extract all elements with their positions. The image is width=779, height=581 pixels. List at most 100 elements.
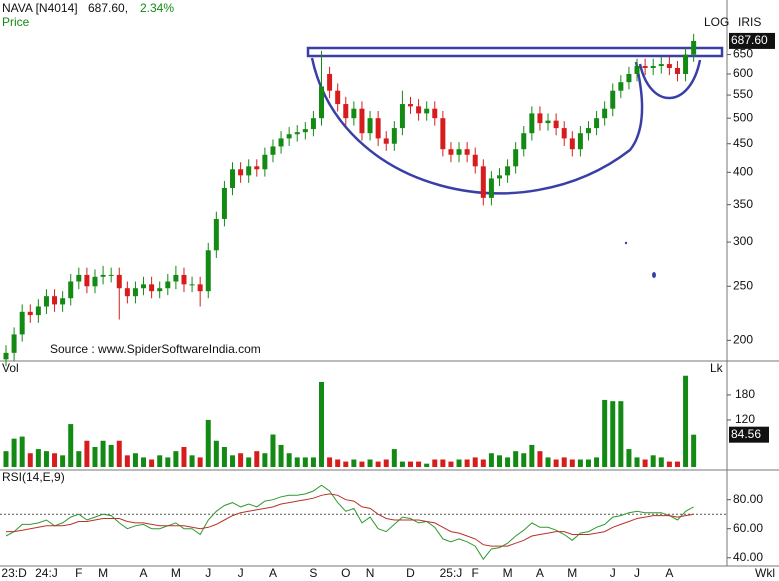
cup-arc xyxy=(310,57,644,195)
volume-bar xyxy=(108,444,114,467)
x-tick-label: J xyxy=(634,566,640,580)
candle-body xyxy=(132,288,138,297)
candle-body xyxy=(343,104,349,119)
rsi-label: RSI(14,E,9) xyxy=(2,470,65,484)
volume-bar xyxy=(674,461,680,467)
volume-bar xyxy=(375,461,381,467)
candle-body xyxy=(424,108,430,114)
x-tick-label: S xyxy=(309,566,317,580)
volume-bar xyxy=(278,444,284,467)
candle-body xyxy=(545,120,551,124)
volume-bar xyxy=(11,438,17,467)
y-tick-label: 300 xyxy=(733,234,753,248)
candle-body xyxy=(416,106,422,114)
volume-bar xyxy=(440,459,446,467)
candle-body xyxy=(577,133,583,150)
volume-bar xyxy=(141,457,147,467)
volume-bar xyxy=(35,449,41,467)
volume-bar xyxy=(327,457,333,467)
volume-bar xyxy=(594,457,600,467)
candle-body xyxy=(116,274,122,289)
candle-body xyxy=(27,311,33,316)
candle-body xyxy=(480,166,486,198)
x-tick-label: A xyxy=(665,566,673,580)
volume-bar xyxy=(683,375,689,467)
volume-bar xyxy=(132,453,138,467)
candle-body xyxy=(561,128,567,139)
volume-bar xyxy=(480,459,486,467)
candle-body xyxy=(594,118,600,129)
x-tick-label: J xyxy=(205,566,211,580)
candle-body xyxy=(43,296,49,307)
x-tick-label: M xyxy=(567,566,577,580)
candle-body xyxy=(496,175,502,179)
candle-body xyxy=(626,73,632,83)
candle-body xyxy=(294,132,300,135)
candle-body xyxy=(270,146,276,155)
volume-bar xyxy=(529,444,535,467)
candle-body xyxy=(666,64,672,68)
candle-body xyxy=(602,108,608,119)
candle-body xyxy=(658,64,664,67)
y-tick-label: 350 xyxy=(733,197,753,211)
candle-body xyxy=(310,118,316,130)
x-tick-label: J xyxy=(610,566,616,580)
candle-body xyxy=(173,274,179,282)
volume-bar xyxy=(561,457,567,467)
candle-body xyxy=(92,276,98,287)
candle-body xyxy=(383,138,389,144)
volume-bar xyxy=(335,459,341,467)
candle-body xyxy=(124,288,130,297)
candle-body xyxy=(11,334,17,353)
x-tick-label: F xyxy=(472,566,479,580)
volume-bar xyxy=(642,459,648,467)
candle-body xyxy=(141,284,147,289)
volume-bar xyxy=(391,449,397,467)
candle-body xyxy=(464,149,470,155)
volume-bar xyxy=(569,459,575,467)
y-tick-label: 40.00 xyxy=(733,550,763,564)
candle-body xyxy=(650,66,656,68)
price-label: Price xyxy=(2,15,30,29)
volume-box xyxy=(729,426,769,443)
volume-bar xyxy=(230,455,236,467)
y-tick-label: 650 xyxy=(733,47,753,61)
volume-bar xyxy=(84,440,90,467)
candle-body xyxy=(262,154,268,170)
candle-body xyxy=(399,104,405,129)
volume-bar xyxy=(205,419,211,467)
volume-bar xyxy=(505,457,511,467)
volume-bar xyxy=(553,459,559,467)
volume-bar xyxy=(197,457,203,467)
volume-bar xyxy=(521,453,527,467)
volume-bar xyxy=(691,434,697,467)
x-tick-label: A xyxy=(536,566,544,580)
x-tick-label: 23:D xyxy=(1,566,27,580)
candle-body xyxy=(108,274,114,276)
frequency: Wkl xyxy=(755,566,775,580)
volume-bar xyxy=(650,455,656,467)
x-tick-label: A xyxy=(140,566,148,580)
candle-body xyxy=(238,169,244,176)
candle-body xyxy=(432,108,438,119)
candle-body xyxy=(19,311,25,335)
candle-body xyxy=(642,66,648,68)
candle-body xyxy=(537,113,543,124)
x-tick-label: N xyxy=(366,566,375,580)
candle-body xyxy=(286,134,292,139)
volume-bar xyxy=(270,434,276,467)
marker-dot xyxy=(652,272,656,278)
candle-body xyxy=(157,288,163,292)
volume-bar xyxy=(149,459,155,467)
volume-bar xyxy=(424,463,430,467)
source: Source : www.SpiderSoftwareIndia.com xyxy=(50,342,261,356)
candle-body xyxy=(448,149,454,155)
volume-bar xyxy=(319,382,325,467)
volume-bar xyxy=(221,447,227,467)
volume-bar xyxy=(116,440,122,467)
volume-bar xyxy=(68,424,74,467)
volume-bar xyxy=(27,453,33,467)
candle-body xyxy=(375,118,381,139)
candle-body xyxy=(327,73,333,91)
